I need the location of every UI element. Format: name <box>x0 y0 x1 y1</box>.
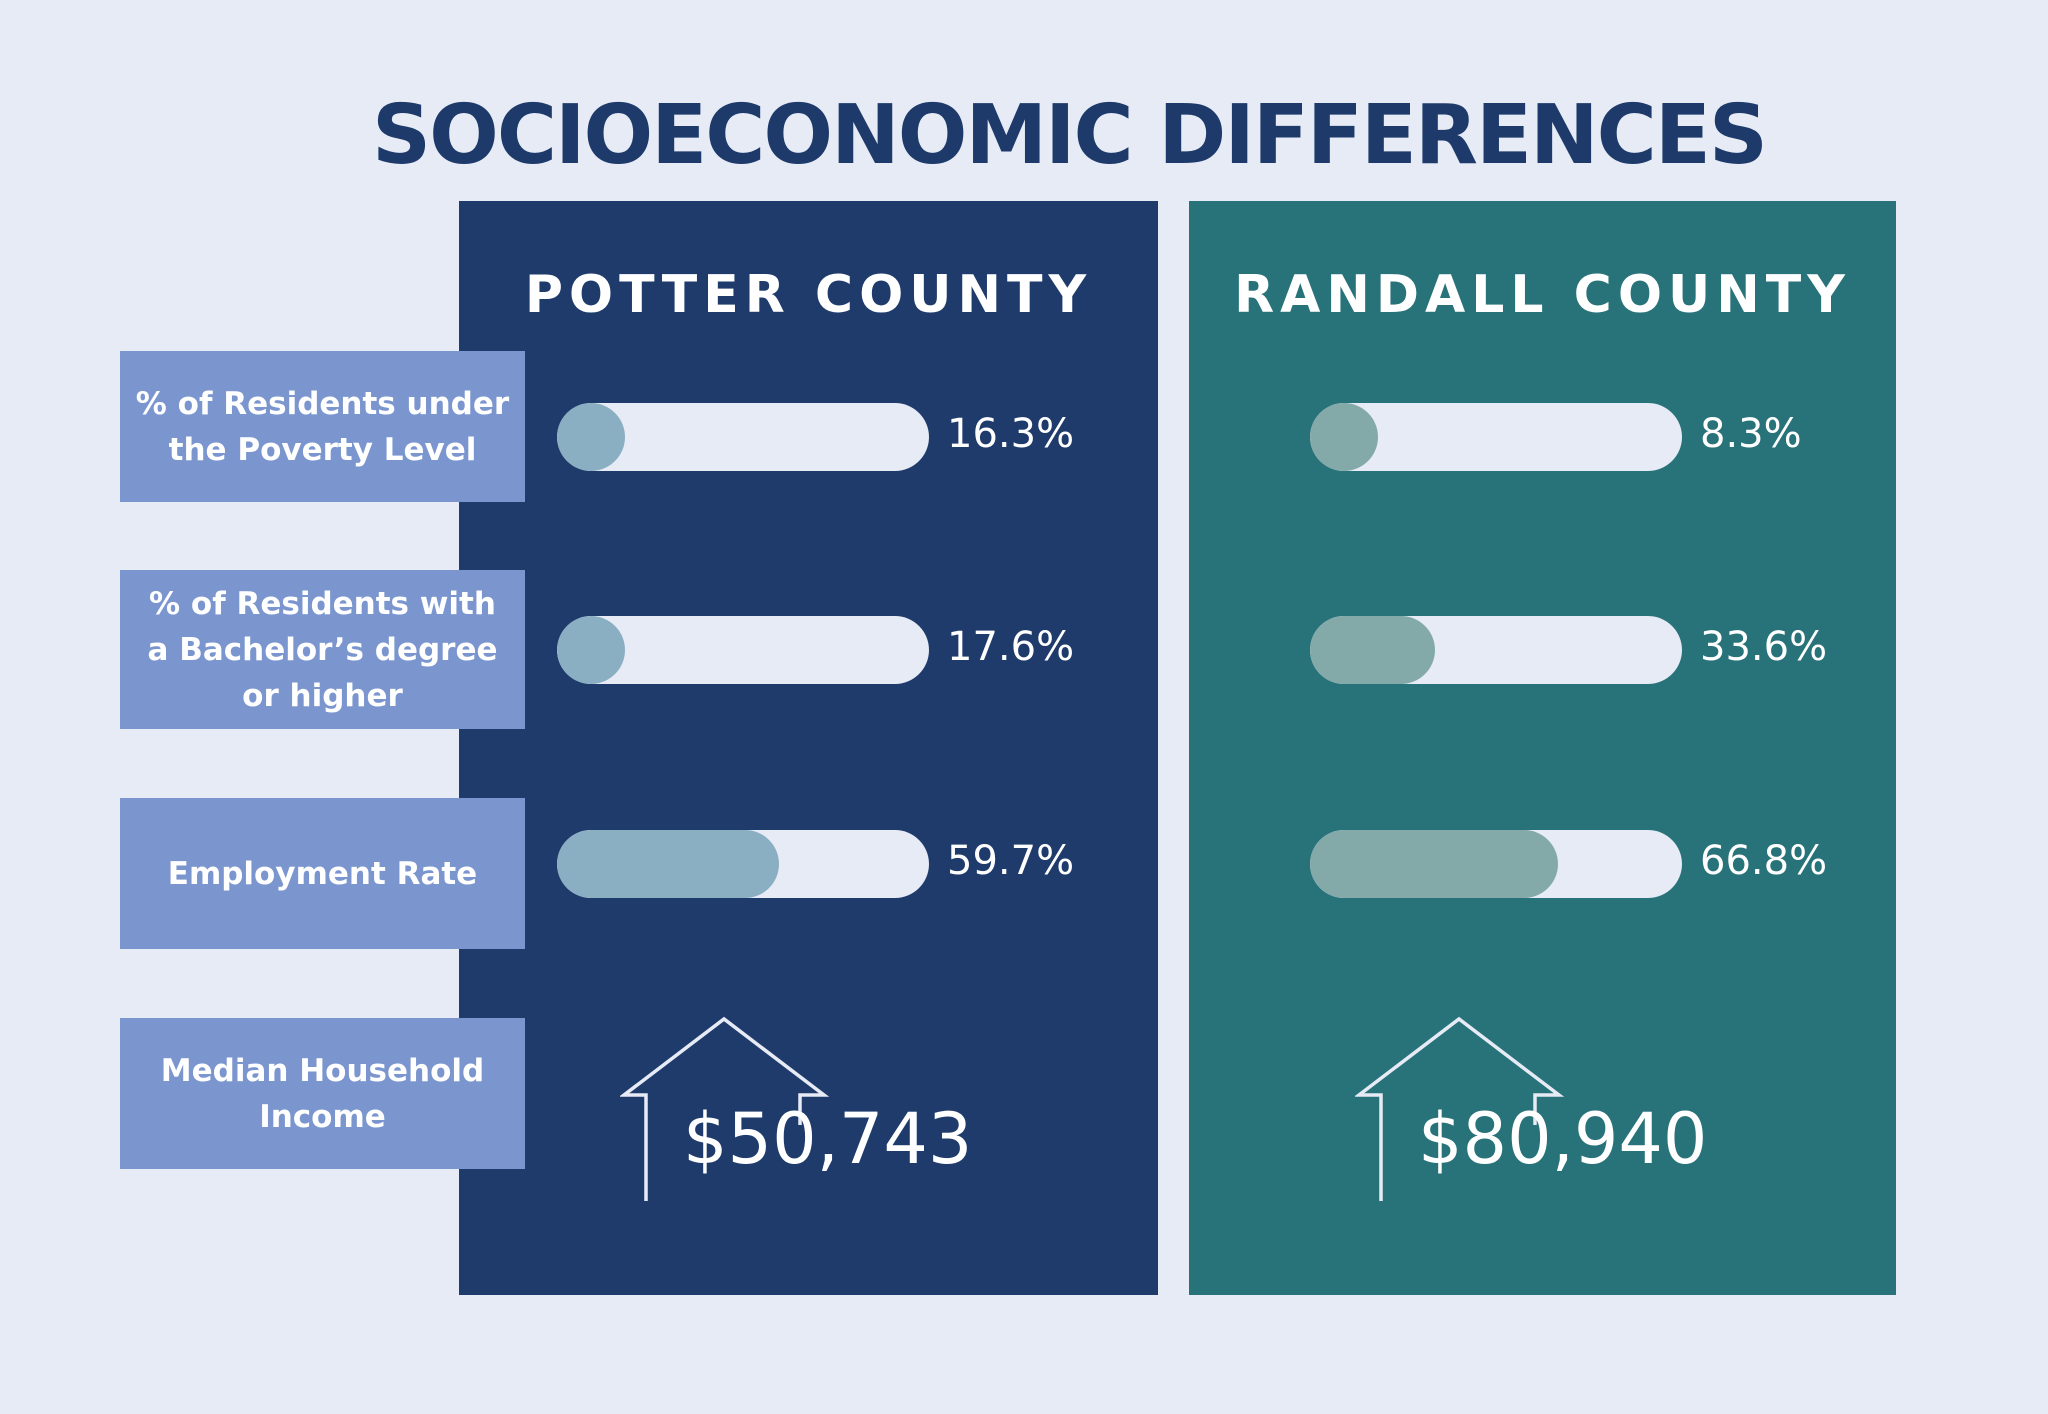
potter-employment-rate-bar-track <box>557 830 929 898</box>
potter-bachelors-degree-value: 17.6% <box>947 624 1075 670</box>
potter-employment-rate-value: 59.7% <box>947 838 1075 884</box>
potter-poverty-level-bar <box>557 403 625 471</box>
randall-poverty-level-bar-track <box>1310 403 1682 471</box>
potter-bachelors-degree-bar-track <box>557 616 929 684</box>
potter-bachelors-degree-bar <box>557 616 625 684</box>
randall-bachelors-degree-value: 33.6% <box>1700 624 1828 670</box>
randall-bachelors-degree-bar <box>1310 616 1435 684</box>
potter-poverty-level-bar-track <box>557 403 929 471</box>
potter-median-income-value: $50,743 <box>683 1098 973 1180</box>
randall-employment-rate-bar-track <box>1310 830 1682 898</box>
randall-house-icon <box>1355 1016 1737 1203</box>
randall-employment-rate-value: 66.8% <box>1700 838 1828 884</box>
randall-poverty-level-value: 8.3% <box>1700 411 1802 457</box>
potter-county-title: POTTER COUNTY <box>524 265 1093 325</box>
randall-median-income-value: $80,940 <box>1418 1098 1708 1180</box>
label-median-income: Median Household Income <box>120 1018 525 1169</box>
potter-employment-rate-bar <box>557 830 780 898</box>
potter-house-icon <box>620 1016 1002 1203</box>
potter-county-panel: POTTER COUNTY <box>459 201 1158 1295</box>
label-bachelors-degree: % of Residents with a Bachelor’s degree … <box>120 570 525 729</box>
page-title: SOCIOECONOMIC DIFFERENCES <box>372 88 1768 183</box>
label-employment-rate: Employment Rate <box>120 798 525 949</box>
randall-employment-rate-bar <box>1310 830 1559 898</box>
label-poverty-level: % of Residents under the Poverty Level <box>120 351 525 502</box>
randall-county-title: RANDALL COUNTY <box>1234 265 1851 325</box>
randall-poverty-level-bar <box>1310 403 1378 471</box>
potter-poverty-level-value: 16.3% <box>947 411 1075 457</box>
randall-county-panel: RANDALL COUNTY <box>1189 201 1896 1295</box>
randall-bachelors-degree-bar-track <box>1310 616 1682 684</box>
